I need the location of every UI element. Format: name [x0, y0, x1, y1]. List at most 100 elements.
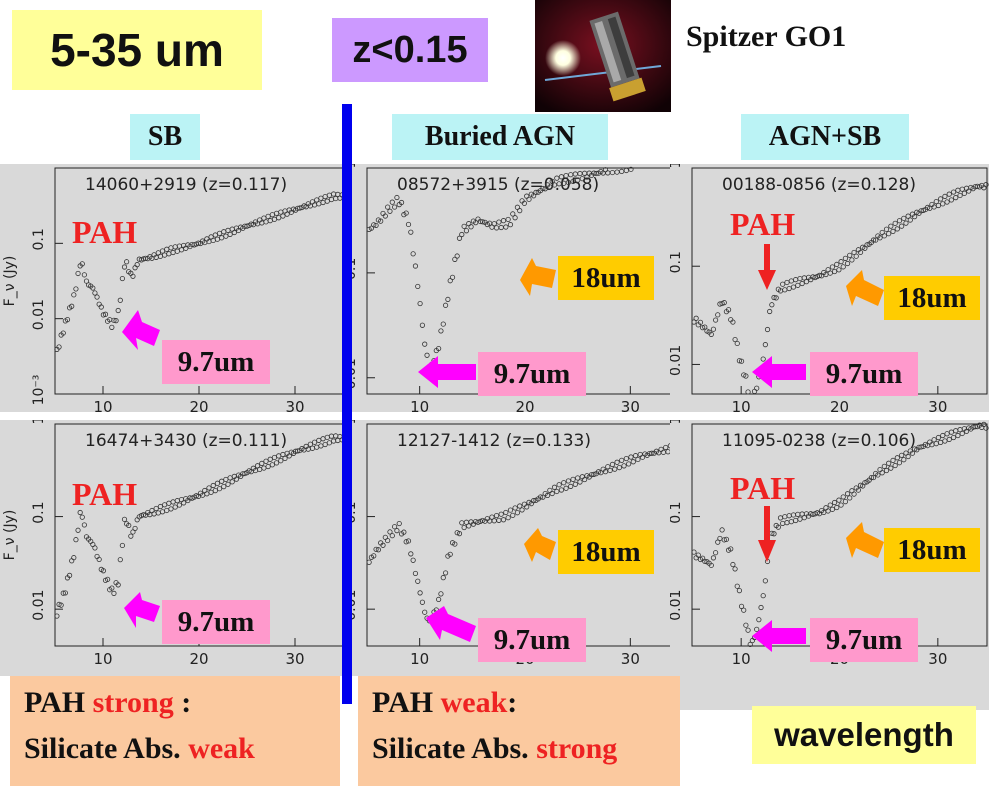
data-point: [533, 189, 539, 195]
data-point: [440, 575, 446, 581]
data-point: [90, 285, 96, 291]
data-point: [732, 336, 738, 343]
data-point: [280, 213, 286, 219]
data-point: [568, 483, 574, 489]
data-point: [953, 195, 959, 201]
data-point: [405, 538, 412, 544]
silicate-9-7um-label-2: 9.7um: [478, 352, 586, 396]
data-point: [419, 322, 426, 328]
column-divider: [342, 104, 352, 704]
data-point: [851, 249, 857, 256]
data-point: [269, 462, 275, 468]
data-point: [950, 434, 957, 441]
data-point: [942, 438, 948, 444]
data-point: [500, 218, 507, 224]
data-point: [521, 200, 527, 206]
data-point: [454, 253, 460, 259]
data-point: [710, 326, 717, 332]
data-point: [176, 502, 183, 508]
data-point: [907, 217, 913, 223]
data-point: [955, 432, 961, 439]
data-point: [442, 302, 449, 308]
data-point: [517, 208, 523, 214]
data-point: [468, 224, 474, 230]
data-point: [549, 490, 555, 497]
data-point: [461, 223, 467, 229]
data-point: [957, 192, 963, 199]
data-point: [75, 527, 81, 533]
data-point: [896, 218, 903, 224]
data-point: [229, 479, 235, 485]
data-point: [851, 491, 857, 497]
data-point: [558, 174, 565, 180]
data-point: [803, 279, 810, 285]
data-point: [736, 588, 742, 594]
data-point: [387, 208, 393, 214]
data-point: [442, 570, 449, 576]
data-point: [56, 344, 62, 350]
data-point: [282, 455, 288, 461]
data-point: [693, 315, 699, 321]
data-point: [721, 537, 727, 543]
data-point: [981, 421, 987, 427]
data-point: [466, 523, 472, 529]
data-point: [119, 275, 125, 282]
data-point: [933, 198, 939, 205]
data-point: [398, 199, 405, 206]
data-point: [124, 259, 130, 265]
data-point: [554, 488, 560, 495]
data-point: [730, 319, 736, 325]
data-point: [412, 263, 419, 269]
data-point: [868, 474, 874, 481]
data-point: [899, 452, 905, 458]
data-point: [810, 511, 816, 518]
data-point: [373, 222, 379, 229]
data-point: [295, 448, 301, 454]
data-point: [507, 222, 514, 228]
data-point: [216, 486, 223, 492]
data-point: [745, 389, 751, 395]
data-point: [193, 493, 199, 499]
data-point: [219, 478, 225, 484]
data-point: [75, 270, 81, 277]
data-point: [542, 186, 548, 192]
data-point: [519, 507, 525, 513]
data-point: [582, 476, 588, 483]
data-point: [702, 558, 708, 564]
data-point: [96, 556, 102, 563]
data-point: [221, 484, 227, 490]
data-point: [723, 536, 730, 542]
panel-title: 16474+3430 (z=0.111): [85, 431, 287, 451]
data-point: [231, 229, 237, 236]
silicate-9-7um-label-1: 9.7um: [162, 340, 270, 384]
data-point: [132, 525, 138, 532]
data-point: [584, 174, 590, 180]
data-point: [480, 517, 486, 524]
data-point: [836, 267, 842, 273]
data-point: [743, 622, 749, 628]
data-point: [775, 524, 781, 530]
data-point: [728, 546, 734, 552]
data-point: [544, 492, 551, 498]
data-point: [100, 312, 106, 318]
data-point: [77, 509, 83, 516]
silicate-9-7um-label-3: 9.7um: [810, 352, 918, 396]
data-point: [261, 215, 267, 221]
spectrum-points: [366, 166, 634, 370]
y-tick-label: 1: [670, 164, 684, 168]
data-point: [79, 514, 85, 520]
data-point: [940, 432, 946, 439]
data-point: [944, 431, 950, 437]
data-point: [614, 459, 620, 465]
x-tick-label: 10: [410, 398, 429, 412]
data-point: [825, 508, 831, 514]
data-point: [905, 213, 911, 219]
data-point: [623, 455, 629, 462]
data-point: [92, 545, 98, 551]
data-point: [877, 235, 883, 241]
data-point: [436, 596, 442, 603]
data-point: [827, 502, 833, 508]
data-point: [503, 224, 509, 230]
data-point: [712, 550, 719, 556]
data-point: [883, 467, 890, 474]
